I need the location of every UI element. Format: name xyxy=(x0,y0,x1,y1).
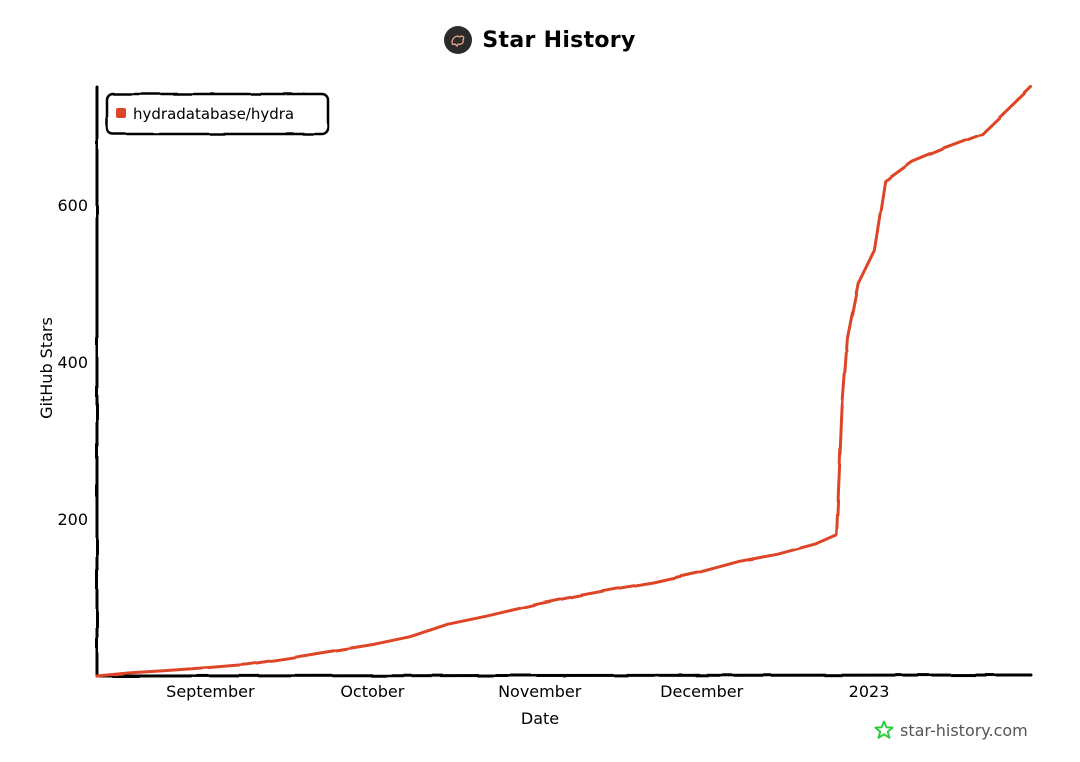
y-tick-label: 600 xyxy=(57,196,88,215)
x-tick-label: November xyxy=(498,682,582,701)
series-line-hydra xyxy=(95,85,1033,678)
y-tick-label: 200 xyxy=(57,510,88,529)
legend-label: hydradatabase/hydra xyxy=(133,105,294,123)
legend-swatch xyxy=(116,108,126,118)
chart-title: Star History xyxy=(482,27,636,53)
x-tick-label: December xyxy=(660,682,743,701)
brand-text: star-history.com xyxy=(900,720,1028,740)
x-tick-label: September xyxy=(166,682,255,701)
legend-box xyxy=(105,92,330,136)
x-axis-label: Date xyxy=(521,709,559,728)
legend: hydradatabase/hydra xyxy=(105,92,330,136)
x-tick-label: October xyxy=(340,682,404,701)
brand-link[interactable]: star-history.com xyxy=(874,720,1028,740)
x-tick-label: 2023 xyxy=(849,682,890,701)
chart-header: Star History xyxy=(0,26,1080,54)
star-icon xyxy=(874,720,894,739)
star-history-logo-icon xyxy=(444,26,473,54)
y-tick-label: 400 xyxy=(57,353,88,372)
y-axis-label: GitHub Stars xyxy=(37,317,56,419)
x-axis-line xyxy=(95,673,1033,678)
